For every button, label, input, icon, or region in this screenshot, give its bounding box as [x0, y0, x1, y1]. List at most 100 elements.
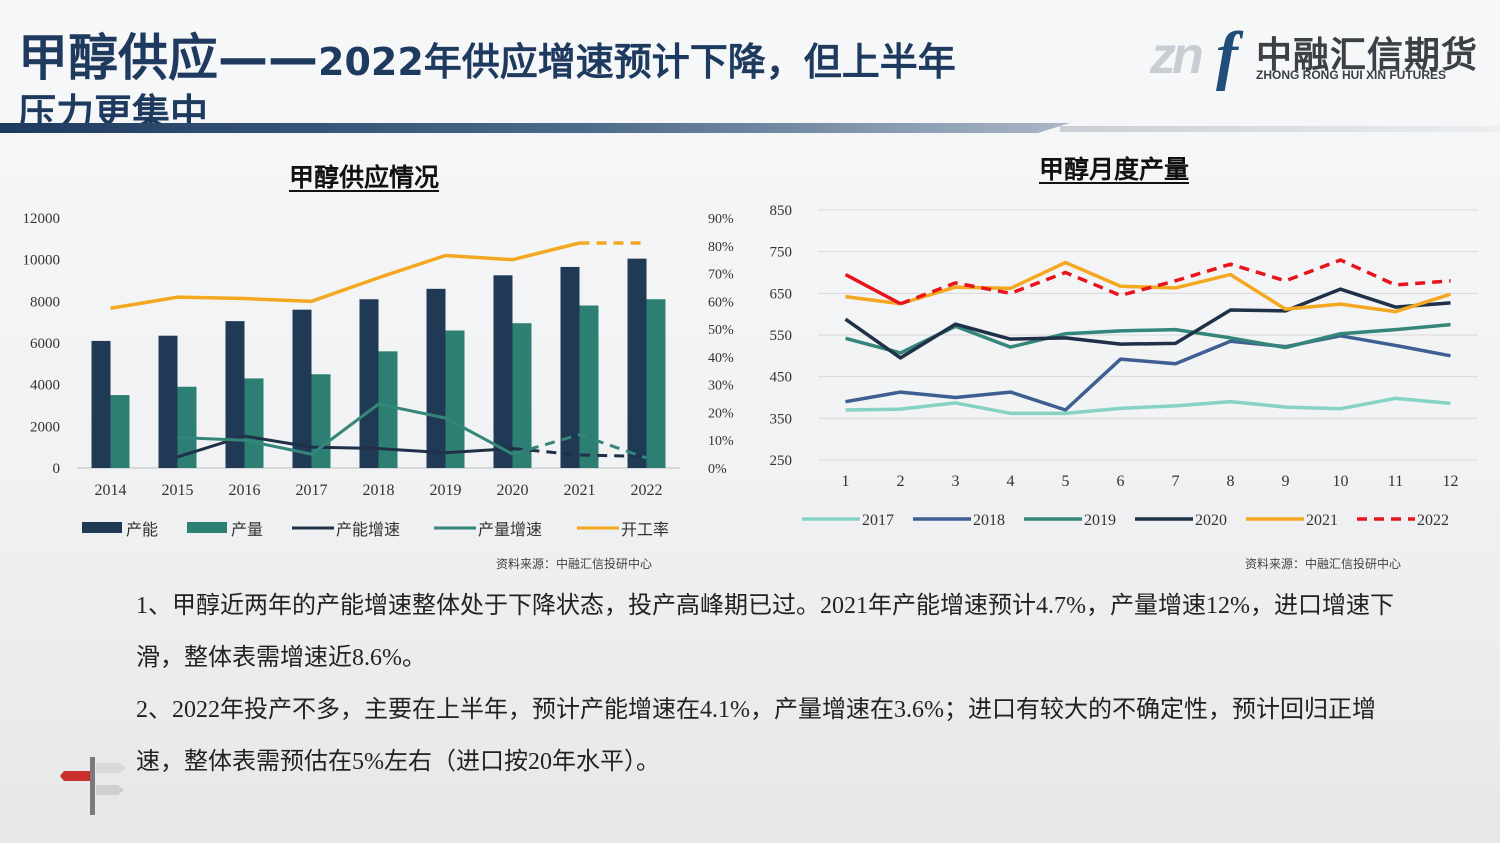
- y-left-tick-label: 12000: [23, 211, 61, 227]
- line-产量增速-forecast: [512, 433, 647, 460]
- y-left-tick-label: 2000: [30, 419, 60, 435]
- x-tick-label: 7: [1172, 473, 1180, 490]
- bar-产量: [579, 305, 599, 468]
- line-2022-forecast: [899, 258, 1451, 306]
- bar-产量: [512, 323, 532, 468]
- x-tick-label: 6: [1117, 473, 1125, 490]
- bar-产量: [177, 386, 197, 468]
- x-tick-label: 9: [1282, 473, 1290, 490]
- legend-label: 2021: [1306, 512, 1338, 529]
- y-right-tick-label: 20%: [708, 406, 734, 421]
- x-tick-label: 2014: [95, 482, 127, 499]
- y-tick-label: 550: [770, 328, 793, 344]
- legend-label: 2017: [862, 512, 894, 529]
- bar-产能: [292, 309, 312, 468]
- x-tick-label: 4: [1007, 473, 1015, 490]
- y-tick-label: 650: [770, 286, 793, 302]
- bar-产量: [311, 374, 331, 468]
- x-tick-label: 3: [952, 473, 960, 490]
- bar-产能: [560, 266, 580, 468]
- bar-产量: [378, 351, 398, 468]
- y-left-tick-label: 4000: [30, 378, 60, 394]
- notes: 1、甲醇近两年的产能增速整体处于下降状态，投产高峰期已过。2021年产能增速预计…: [136, 580, 1396, 788]
- legend-label: 产能增速: [336, 521, 400, 539]
- x-tick-label: 12: [1443, 473, 1459, 490]
- chart2-source: 资料来源：中融汇信投研中心: [1245, 557, 1402, 571]
- x-tick-label: 5: [1062, 473, 1070, 490]
- header-rule-light: [1060, 126, 1500, 132]
- legend-label: 2018: [973, 512, 1005, 529]
- x-tick-label: 10: [1333, 473, 1349, 490]
- x-tick-label: 11: [1388, 473, 1403, 490]
- bar-产量: [244, 378, 264, 468]
- y-left-tick-label: 10000: [23, 253, 61, 269]
- x-tick-label: 2018: [363, 482, 395, 499]
- bar-产能: [359, 299, 379, 468]
- y-tick-label: 250: [770, 453, 793, 469]
- y-right-tick-label: 90%: [708, 212, 734, 227]
- bar-产能: [493, 275, 513, 468]
- y-right-tick-label: 10%: [708, 434, 734, 449]
- page-title: 甲醇供应——2022年供应增速预计下降，但上半年: [18, 18, 956, 90]
- x-tick-label: 8: [1227, 473, 1235, 490]
- y-right-tick-label: 40%: [708, 351, 734, 366]
- y-tick-label: 750: [770, 245, 793, 261]
- logo-name-en: ZHONG RONG HUI XIN FUTURES: [1256, 68, 1447, 82]
- signpost-icon: [60, 757, 126, 815]
- bar-产能: [91, 340, 111, 468]
- line-2020: [844, 287, 1451, 360]
- logo-mark-f: f: [1216, 19, 1238, 92]
- x-tick-label: 2021: [564, 482, 596, 499]
- supply-chart: 0 2000 4000 6000 8000 10000 12000 0% 10% 20% 30% 40…: [23, 211, 735, 539]
- x-tick-label: 2016: [229, 482, 261, 499]
- note-1: 1、甲醇近两年的产能增速整体处于下降状态，投产高峰期已过。2021年产能增速预计…: [136, 593, 1394, 671]
- y-tick-label: 450: [770, 370, 793, 386]
- line-产量增速: [177, 402, 514, 456]
- x-tick-label: 2019: [430, 482, 462, 499]
- legend-label: 产量增速: [478, 521, 542, 539]
- y-tick-label: 850: [770, 203, 793, 219]
- title-main: 甲醇供应: [18, 29, 218, 87]
- legend-label: 2022: [1417, 512, 1449, 529]
- legend-label: 2019: [1084, 512, 1116, 529]
- x-tick-label: 2015: [162, 482, 194, 499]
- company-logo: zn f 中融汇信期货 ZHONG RONG HUI XIN FUTURES: [1150, 18, 1480, 92]
- x-tick-label: 2017: [296, 482, 328, 499]
- x-tick-label: 2: [897, 473, 905, 490]
- note-2: 2、2022年投产不多，主要在上半年，预计产能增速在4.1%，产量增速在3.6%…: [136, 697, 1376, 775]
- line-产能增速-forecast: [512, 447, 647, 459]
- logo-mark-zn: zn: [1150, 27, 1204, 85]
- header-rule: [0, 123, 1070, 133]
- line-开工率: [110, 241, 580, 311]
- legend-label: 2020: [1195, 512, 1227, 529]
- legend-swatch: [187, 522, 227, 533]
- bar-产能: [225, 321, 245, 468]
- y-left-tick-label: 6000: [30, 336, 60, 352]
- y-tick-label: 350: [770, 411, 793, 427]
- legend-label: 开工率: [621, 521, 669, 539]
- logo-name-cn: 中融汇信期货: [1256, 35, 1479, 76]
- bar-产量: [646, 299, 666, 468]
- x-tick-label: 1: [842, 473, 850, 490]
- bar-产量: [445, 330, 465, 468]
- title-dash: ——: [218, 29, 318, 87]
- x-tick-label: 2022: [631, 482, 663, 499]
- x-tick-label: 2020: [497, 482, 529, 499]
- y-right-tick-label: 70%: [708, 268, 734, 283]
- legend-label: 产量: [231, 521, 263, 539]
- y-left-tick-label: 0: [53, 461, 61, 477]
- line-2017: [845, 396, 1451, 416]
- bar-产量: [110, 395, 130, 468]
- bar-产能: [158, 335, 178, 468]
- line-2018: [845, 334, 1451, 412]
- y-right-tick-label: 60%: [708, 295, 734, 310]
- y-left-tick-label: 8000: [30, 294, 60, 310]
- bar-产能: [627, 258, 647, 468]
- chart1-source: 资料来源：中融汇信投研中心: [496, 557, 653, 571]
- title-subtitle: 2022年供应增速预计下降，但上半年: [318, 40, 956, 84]
- y-right-tick-label: 50%: [708, 323, 734, 338]
- bar-产能: [426, 288, 446, 468]
- chart1-title: 甲醇供应情况: [289, 163, 440, 192]
